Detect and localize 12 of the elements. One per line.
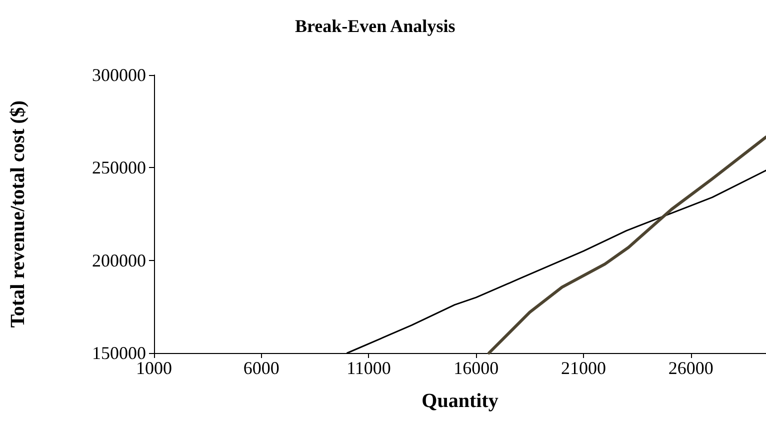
- y-tick-label: 200000: [92, 250, 146, 270]
- x-axis-title: Quantity: [422, 390, 498, 412]
- x-tick-label: 6000: [243, 358, 280, 378]
- y-tick-label: 250000: [92, 158, 146, 178]
- chart-title: Break-Even Analysis: [295, 16, 456, 36]
- line-series: [487, 136, 766, 354]
- x-tick-label: 26000: [668, 358, 714, 378]
- y-axis-title: Total revenue/total cost ($): [7, 100, 29, 328]
- x-tick-label: 11000: [346, 358, 391, 378]
- x-tick-label: 21000: [560, 358, 606, 378]
- y-tick-label: 300000: [92, 65, 146, 85]
- x-tick-label: 16000: [454, 358, 499, 378]
